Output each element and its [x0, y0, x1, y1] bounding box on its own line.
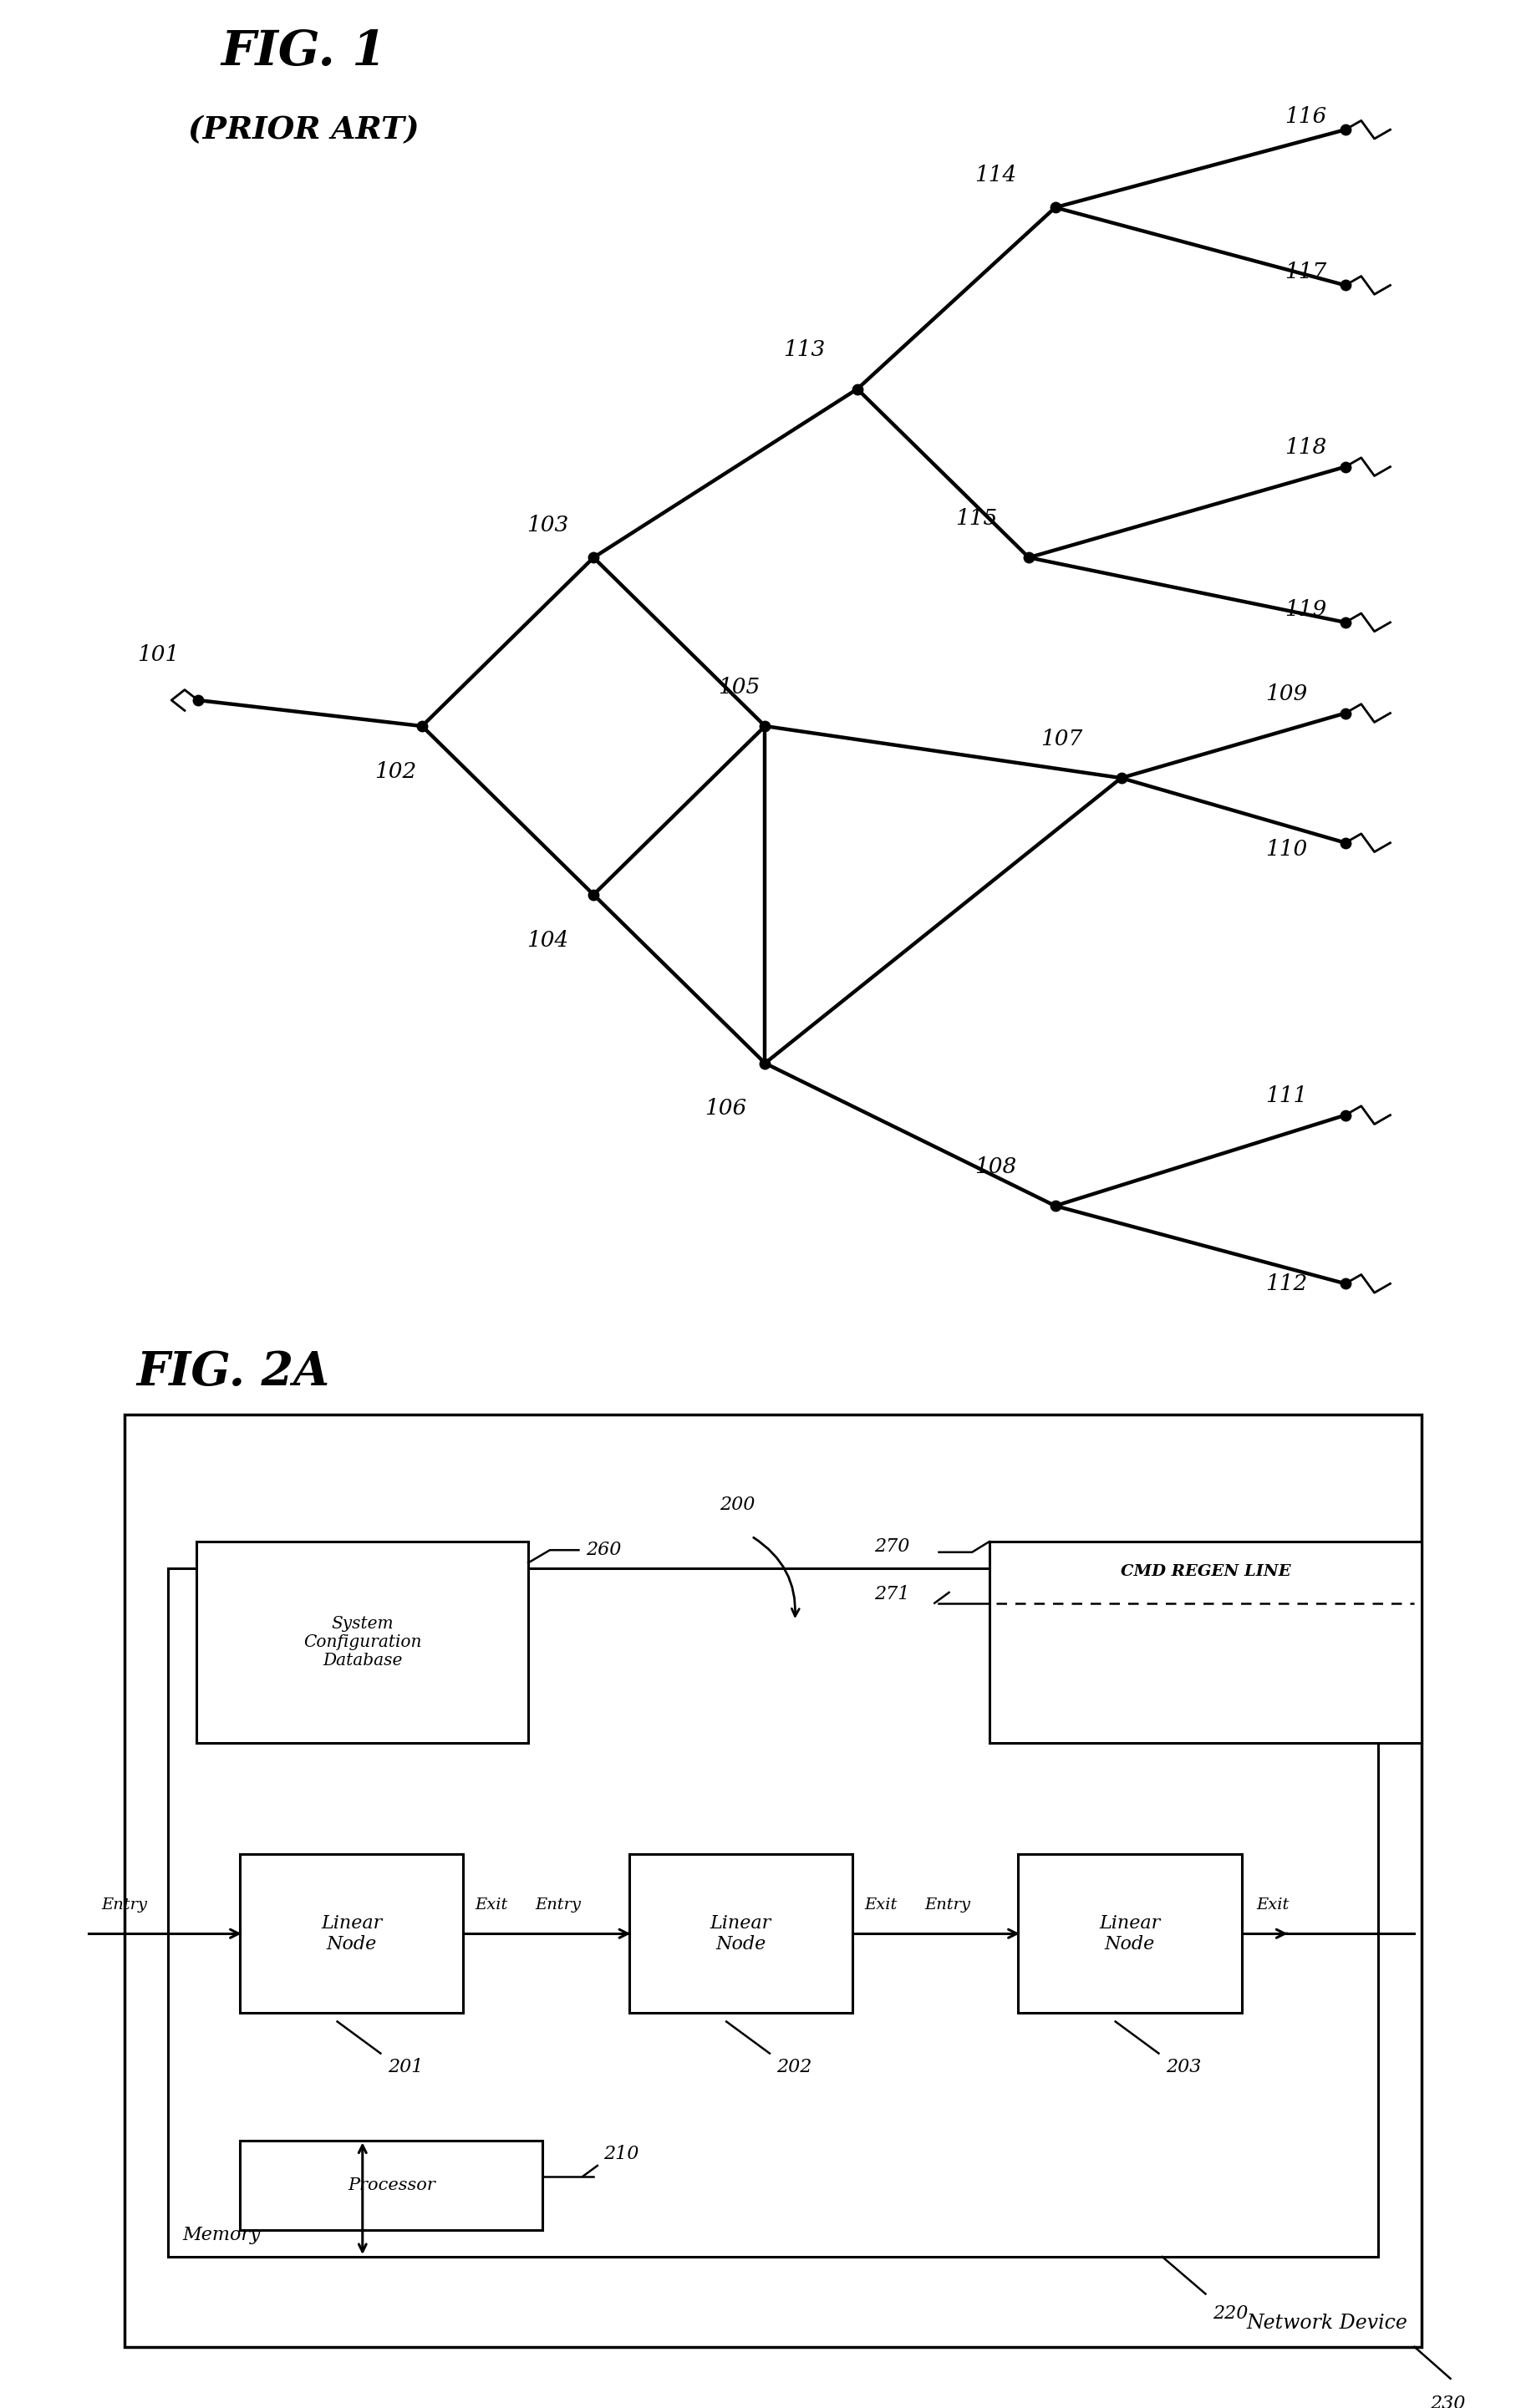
- Text: 112: 112: [1264, 1274, 1307, 1293]
- Text: Exit: Exit: [864, 1898, 896, 1912]
- Text: Linear
Node: Linear Node: [321, 1914, 382, 1953]
- Text: 230: 230: [1430, 2394, 1464, 2408]
- Text: 116: 116: [1284, 106, 1326, 128]
- Text: 201: 201: [388, 2056, 423, 2076]
- Text: Exit: Exit: [1255, 1898, 1289, 1912]
- Text: 108: 108: [975, 1156, 1016, 1178]
- Text: 113: 113: [784, 340, 825, 361]
- FancyBboxPatch shape: [240, 1854, 464, 2013]
- Text: 220: 220: [1213, 2304, 1248, 2324]
- Text: 202: 202: [776, 2056, 811, 2076]
- Text: 103: 103: [526, 515, 568, 535]
- Text: 115: 115: [955, 508, 996, 530]
- Text: Entry: Entry: [102, 1898, 147, 1912]
- Text: 118: 118: [1284, 436, 1326, 458]
- Text: 114: 114: [975, 164, 1016, 185]
- Text: System
Configuration
Database: System Configuration Database: [303, 1616, 421, 1669]
- Text: Linear
Node: Linear Node: [1099, 1914, 1160, 1953]
- Text: 110: 110: [1264, 838, 1307, 860]
- Text: 101: 101: [138, 645, 179, 665]
- Text: 111: 111: [1264, 1086, 1307, 1105]
- Text: 102: 102: [374, 761, 417, 783]
- Text: FIG. 2A: FIG. 2A: [136, 1348, 329, 1394]
- Text: (PRIOR ART): (PRIOR ART): [188, 113, 418, 144]
- Text: 203: 203: [1166, 2056, 1201, 2076]
- Text: Network Device: Network Device: [1245, 2314, 1407, 2333]
- Text: FIG. 1: FIG. 1: [220, 29, 387, 75]
- FancyBboxPatch shape: [124, 1413, 1420, 2348]
- FancyBboxPatch shape: [240, 2141, 543, 2230]
- Text: Memory: Memory: [182, 2225, 261, 2244]
- FancyBboxPatch shape: [197, 1541, 528, 1743]
- Text: CMD REGEN LINE: CMD REGEN LINE: [1120, 1563, 1290, 1580]
- Text: 270: 270: [873, 1539, 910, 1556]
- Text: Exit: Exit: [475, 1898, 508, 1912]
- Text: 104: 104: [526, 929, 568, 951]
- Text: Entry: Entry: [535, 1898, 581, 1912]
- FancyBboxPatch shape: [168, 1568, 1378, 2256]
- FancyBboxPatch shape: [629, 1854, 852, 2013]
- Text: 107: 107: [1040, 730, 1082, 749]
- Text: 117: 117: [1284, 262, 1326, 282]
- Text: 109: 109: [1264, 684, 1307, 703]
- Text: 119: 119: [1284, 600, 1326, 619]
- Text: 105: 105: [717, 677, 760, 698]
- Text: Entry: Entry: [923, 1898, 970, 1912]
- Text: Processor: Processor: [347, 2177, 435, 2194]
- Text: 271: 271: [873, 1584, 910, 1604]
- Text: 260: 260: [585, 1541, 622, 1560]
- FancyBboxPatch shape: [1017, 1854, 1242, 2013]
- FancyBboxPatch shape: [988, 1541, 1420, 1743]
- Text: Linear
Node: Linear Node: [709, 1914, 772, 1953]
- Text: 106: 106: [703, 1098, 746, 1120]
- Text: 210: 210: [603, 2146, 638, 2162]
- Text: 200: 200: [719, 1495, 755, 1515]
